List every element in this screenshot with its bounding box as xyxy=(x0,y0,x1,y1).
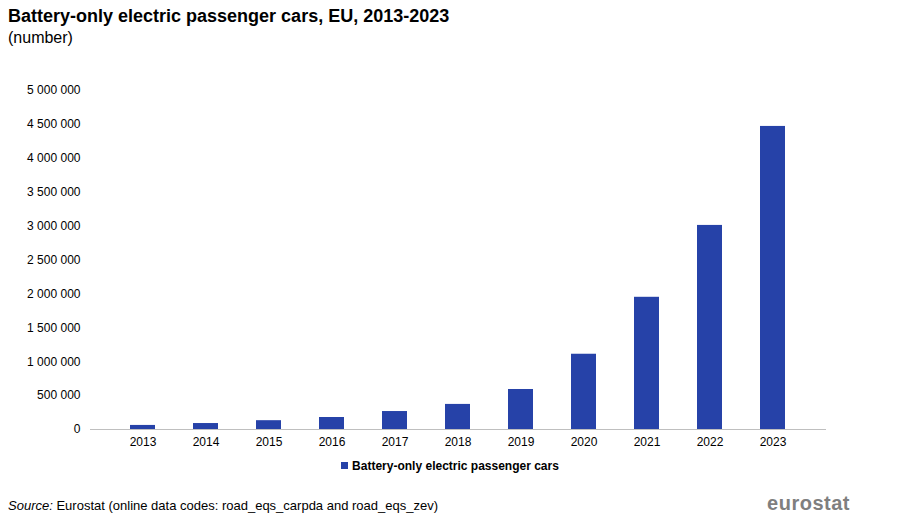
svg-text:2019: 2019 xyxy=(508,435,535,449)
svg-text:3 500 000: 3 500 000 xyxy=(27,185,81,199)
svg-text:2 000 000: 2 000 000 xyxy=(27,287,81,301)
svg-text:2020: 2020 xyxy=(571,435,598,449)
svg-text:2023: 2023 xyxy=(760,435,787,449)
svg-text:3 000 000: 3 000 000 xyxy=(27,219,81,233)
svg-text:2017: 2017 xyxy=(382,435,409,449)
html-text:Source: Eurostat (online data: Source: Eurostat (online data codes: roa… xyxy=(8,498,438,513)
svg-text:1 500 000: 1 500 000 xyxy=(27,321,81,335)
svg-text:5 000 000: 5 000 000 xyxy=(27,83,81,97)
html-text:(number): (number) xyxy=(8,29,73,46)
svg-text:4 000 000: 4 000 000 xyxy=(27,151,81,165)
svg-text:2018: 2018 xyxy=(445,435,472,449)
svg-text:2016: 2016 xyxy=(319,435,346,449)
svg-text:2014: 2014 xyxy=(193,435,220,449)
svg-text:0: 0 xyxy=(74,422,81,436)
html-text:Battery-only electric passenge: Battery-only electric passenger cars, EU… xyxy=(8,6,450,26)
svg-text:2021: 2021 xyxy=(634,435,661,449)
svg-text:2022: 2022 xyxy=(697,435,724,449)
svg-text:1 000 000: 1 000 000 xyxy=(27,355,81,369)
svg-text:2 500 000: 2 500 000 xyxy=(27,253,81,267)
svg-text:2013: 2013 xyxy=(130,435,157,449)
svg-text:500 000: 500 000 xyxy=(37,388,81,402)
svg-text:2015: 2015 xyxy=(256,435,283,449)
html-text:Battery-only electric passenge: Battery-only electric passenger cars xyxy=(352,459,559,473)
svg-text:4 500 000: 4 500 000 xyxy=(27,117,81,131)
html-text:eurostat: eurostat xyxy=(767,492,850,514)
